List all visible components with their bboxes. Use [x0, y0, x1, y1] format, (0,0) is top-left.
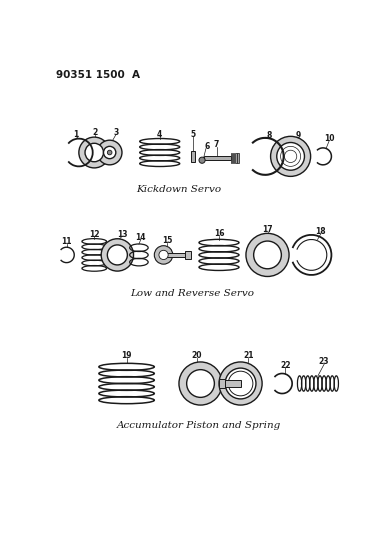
- Circle shape: [107, 245, 127, 265]
- Circle shape: [277, 142, 305, 170]
- Bar: [225, 381, 240, 386]
- Text: Kickdown Servo: Kickdown Servo: [137, 185, 221, 194]
- Bar: [191, 151, 195, 161]
- Text: 21: 21: [243, 351, 254, 360]
- Circle shape: [199, 157, 205, 163]
- Text: 90351 1500  A: 90351 1500 A: [56, 70, 140, 80]
- Bar: [219, 379, 225, 388]
- Text: 22: 22: [280, 360, 291, 369]
- Bar: [233, 154, 235, 163]
- Bar: [185, 251, 191, 259]
- Circle shape: [101, 239, 133, 271]
- Circle shape: [85, 143, 103, 161]
- Text: 23: 23: [319, 358, 329, 367]
- Text: Low and Reverse Servo: Low and Reverse Servo: [130, 289, 254, 298]
- Text: 19: 19: [121, 351, 132, 360]
- Circle shape: [254, 241, 281, 269]
- Text: 8: 8: [266, 131, 272, 140]
- Text: 11: 11: [61, 237, 72, 246]
- Circle shape: [154, 246, 173, 264]
- Circle shape: [246, 233, 289, 277]
- Bar: [203, 156, 231, 160]
- Text: 13: 13: [117, 230, 127, 239]
- Text: 10: 10: [324, 134, 335, 143]
- Text: 12: 12: [89, 230, 100, 239]
- Circle shape: [103, 147, 116, 159]
- Text: 16: 16: [214, 229, 224, 238]
- Circle shape: [97, 140, 122, 165]
- Text: Accumulator Piston and Spring: Accumulator Piston and Spring: [117, 422, 281, 430]
- Circle shape: [187, 370, 214, 398]
- Text: 5: 5: [190, 130, 195, 139]
- Circle shape: [107, 150, 112, 155]
- Text: 9: 9: [296, 131, 301, 140]
- Text: 18: 18: [315, 227, 326, 236]
- Text: 1: 1: [73, 130, 79, 139]
- Bar: [231, 154, 232, 163]
- Circle shape: [225, 368, 256, 399]
- Text: 4: 4: [157, 130, 162, 139]
- Text: 20: 20: [191, 351, 202, 360]
- Text: 2: 2: [93, 128, 98, 137]
- Circle shape: [79, 137, 110, 168]
- Circle shape: [179, 362, 222, 405]
- Bar: [163, 253, 185, 257]
- Text: 6: 6: [204, 142, 209, 151]
- Circle shape: [228, 371, 253, 396]
- Text: 7: 7: [214, 140, 219, 149]
- Circle shape: [271, 136, 311, 176]
- Circle shape: [219, 362, 262, 405]
- Text: 14: 14: [135, 233, 146, 243]
- Bar: [235, 154, 237, 163]
- Text: 15: 15: [162, 236, 173, 245]
- Bar: [237, 154, 239, 163]
- Text: 3: 3: [113, 128, 118, 137]
- Text: 17: 17: [262, 225, 273, 234]
- Circle shape: [159, 251, 168, 260]
